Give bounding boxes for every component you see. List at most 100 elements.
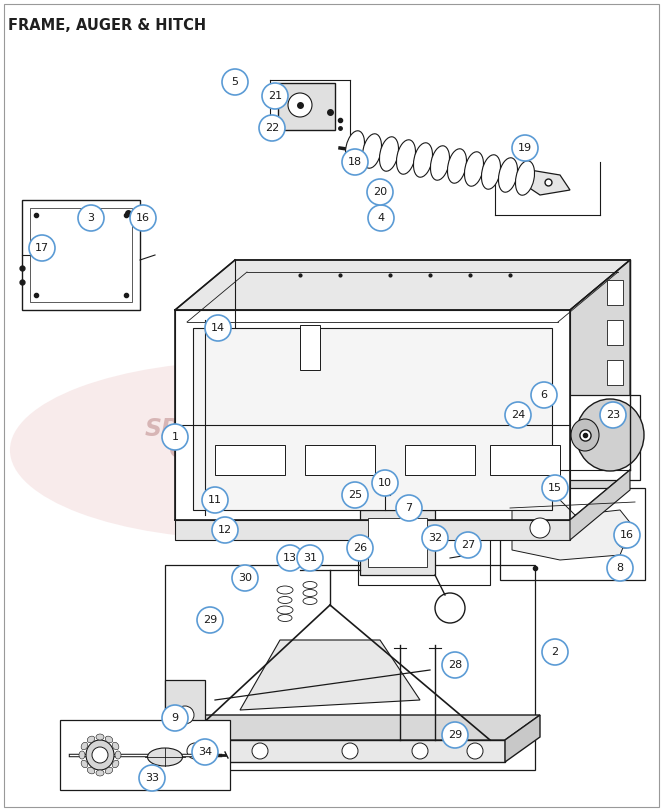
Text: 34: 34 xyxy=(198,747,212,757)
Polygon shape xyxy=(490,445,560,475)
Ellipse shape xyxy=(515,161,534,195)
Circle shape xyxy=(130,205,156,231)
Circle shape xyxy=(205,315,231,341)
Ellipse shape xyxy=(499,158,518,192)
Ellipse shape xyxy=(345,131,365,165)
Text: EYRIGHT: EYRIGHT xyxy=(335,433,484,461)
Polygon shape xyxy=(360,510,435,575)
Circle shape xyxy=(467,743,483,759)
Circle shape xyxy=(512,135,538,161)
Circle shape xyxy=(506,421,534,449)
Polygon shape xyxy=(512,500,632,560)
Text: CONV: CONV xyxy=(169,436,267,464)
Circle shape xyxy=(192,739,218,765)
Text: 20: 20 xyxy=(373,187,387,197)
Ellipse shape xyxy=(112,760,119,768)
Polygon shape xyxy=(305,445,375,475)
Polygon shape xyxy=(235,260,630,470)
Circle shape xyxy=(607,555,633,581)
Circle shape xyxy=(29,235,55,261)
Text: 16: 16 xyxy=(620,530,634,540)
Circle shape xyxy=(197,607,223,633)
Ellipse shape xyxy=(278,615,292,621)
Polygon shape xyxy=(240,640,420,710)
Ellipse shape xyxy=(277,586,293,594)
Circle shape xyxy=(542,639,568,665)
Text: 8: 8 xyxy=(617,563,624,573)
Text: 27: 27 xyxy=(461,540,475,550)
Text: 21: 21 xyxy=(268,91,282,101)
Ellipse shape xyxy=(277,606,293,614)
Circle shape xyxy=(372,470,398,496)
Circle shape xyxy=(442,652,468,678)
Circle shape xyxy=(277,545,303,571)
Ellipse shape xyxy=(363,134,381,168)
Circle shape xyxy=(531,382,557,408)
Ellipse shape xyxy=(303,581,317,589)
Circle shape xyxy=(202,487,228,513)
Polygon shape xyxy=(30,208,132,302)
Text: 1: 1 xyxy=(172,432,178,442)
Ellipse shape xyxy=(278,597,292,603)
Ellipse shape xyxy=(303,598,317,604)
Circle shape xyxy=(412,743,428,759)
Polygon shape xyxy=(570,470,630,540)
Circle shape xyxy=(262,83,288,109)
Circle shape xyxy=(78,205,104,231)
Circle shape xyxy=(342,482,368,508)
Ellipse shape xyxy=(112,742,119,750)
Circle shape xyxy=(347,535,373,561)
Text: 6: 6 xyxy=(540,390,548,400)
Polygon shape xyxy=(300,325,320,370)
Ellipse shape xyxy=(448,148,467,183)
Circle shape xyxy=(297,545,323,571)
Ellipse shape xyxy=(414,143,432,178)
Ellipse shape xyxy=(105,767,113,774)
Polygon shape xyxy=(607,320,623,345)
Circle shape xyxy=(617,532,633,548)
Polygon shape xyxy=(607,360,623,385)
Polygon shape xyxy=(175,520,570,540)
Text: 13: 13 xyxy=(283,553,297,563)
Ellipse shape xyxy=(115,751,121,759)
Ellipse shape xyxy=(147,748,182,766)
Circle shape xyxy=(212,517,238,543)
Text: 4: 4 xyxy=(377,213,385,223)
Polygon shape xyxy=(22,200,140,310)
Polygon shape xyxy=(278,83,335,130)
Text: 29: 29 xyxy=(203,615,217,625)
Circle shape xyxy=(422,525,448,551)
Ellipse shape xyxy=(379,137,398,171)
Circle shape xyxy=(600,402,626,428)
Text: 17: 17 xyxy=(35,243,49,253)
Text: 25: 25 xyxy=(348,490,362,500)
Ellipse shape xyxy=(88,736,95,743)
Text: TM: TM xyxy=(363,445,373,451)
Polygon shape xyxy=(405,445,475,475)
Text: 31: 31 xyxy=(303,553,317,563)
Polygon shape xyxy=(500,488,645,580)
Text: 7: 7 xyxy=(406,503,412,513)
Circle shape xyxy=(614,522,640,548)
Polygon shape xyxy=(165,715,540,740)
Polygon shape xyxy=(607,280,623,305)
Ellipse shape xyxy=(571,419,599,451)
Circle shape xyxy=(367,179,393,205)
Ellipse shape xyxy=(81,760,88,768)
Polygon shape xyxy=(505,715,540,762)
Polygon shape xyxy=(502,395,640,480)
Circle shape xyxy=(455,532,481,558)
Ellipse shape xyxy=(481,155,501,189)
Text: 30: 30 xyxy=(238,573,252,583)
Text: 29: 29 xyxy=(448,730,462,740)
Polygon shape xyxy=(165,680,205,750)
Circle shape xyxy=(505,402,531,428)
Circle shape xyxy=(222,69,248,95)
Polygon shape xyxy=(175,260,630,310)
Circle shape xyxy=(435,593,465,623)
Polygon shape xyxy=(368,518,427,567)
Text: 11: 11 xyxy=(208,495,222,505)
Circle shape xyxy=(396,495,422,521)
Ellipse shape xyxy=(88,767,95,774)
Circle shape xyxy=(139,765,165,791)
